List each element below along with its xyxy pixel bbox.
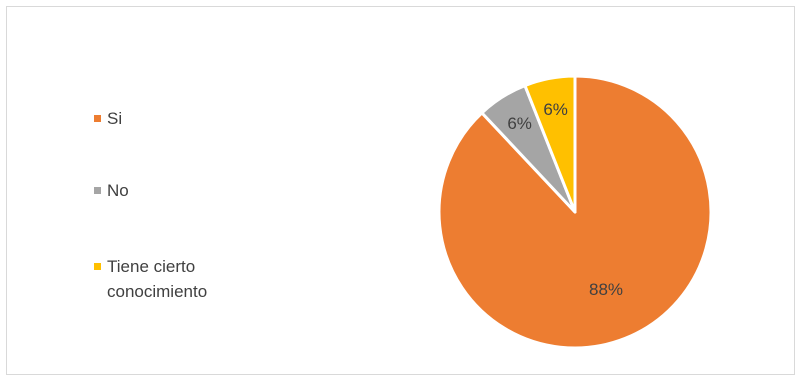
data-label-si: 88% [589,280,623,299]
data-label-no: 6% [507,114,532,133]
data-label-tiene-cierto-conocimiento: 6% [543,100,568,119]
